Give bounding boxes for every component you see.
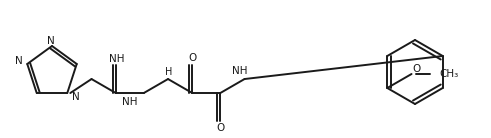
Text: N: N [47,36,55,46]
Text: NH: NH [232,66,247,76]
Text: H: H [165,67,173,77]
Text: NH: NH [122,97,137,107]
Text: N: N [72,92,80,102]
Text: O: O [216,123,224,133]
Text: O: O [412,64,421,74]
Text: N: N [15,56,22,66]
Text: NH: NH [109,54,125,64]
Text: O: O [188,53,196,63]
Text: CH₃: CH₃ [439,69,459,79]
